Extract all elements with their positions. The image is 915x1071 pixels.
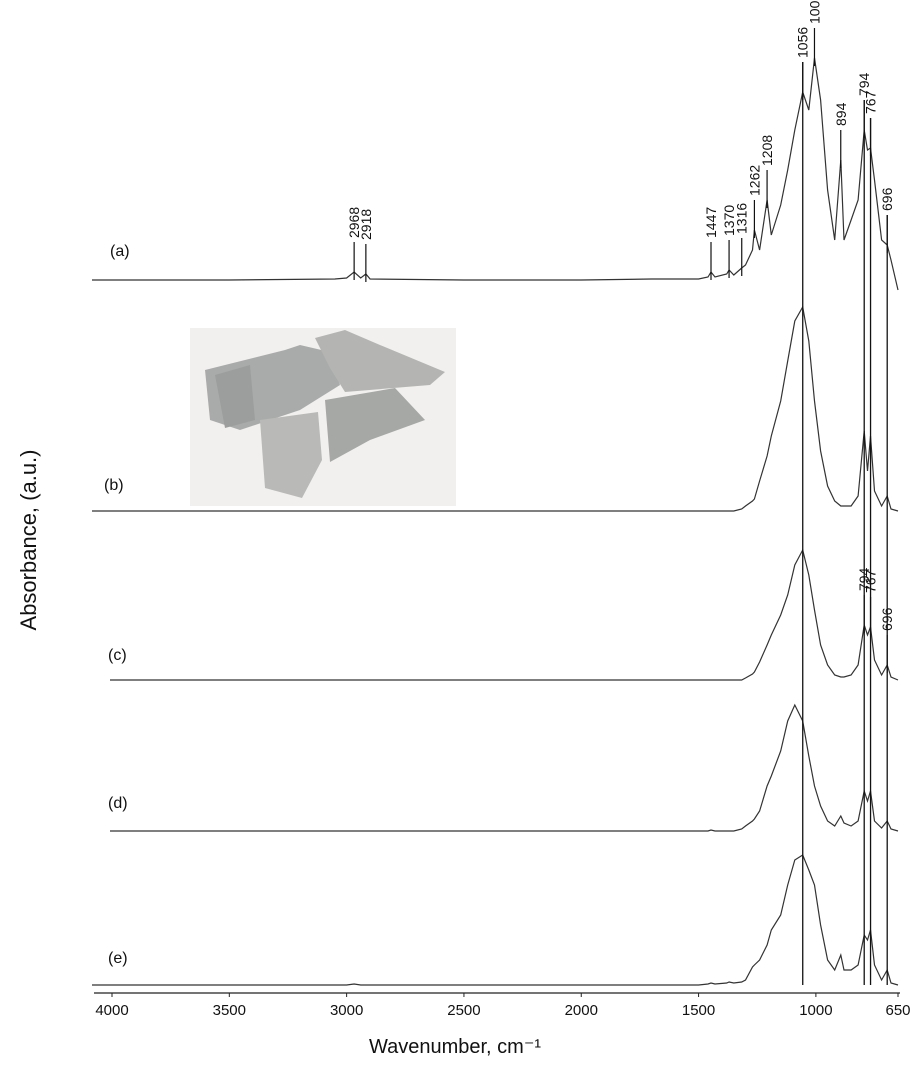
spectrum	[92, 305, 899, 512]
spectrum	[92, 57, 899, 291]
x-tick-label: 2000	[565, 1002, 598, 1019]
shard	[315, 330, 445, 392]
peak-label: 696	[879, 187, 895, 211]
peak-label: 1316	[734, 203, 750, 234]
x-tick-label: 1500	[682, 1002, 715, 1019]
shard	[260, 412, 322, 498]
peak-label: 794	[856, 72, 872, 96]
peak-label: 767	[863, 90, 879, 114]
shard-shadow	[215, 365, 255, 428]
spectrum	[110, 703, 899, 832]
y-axis-title: Absorbance, (a.u.)	[16, 450, 41, 631]
peak-label: 1262	[746, 165, 762, 196]
spectrum	[110, 548, 899, 681]
x-tick-label: 3500	[213, 1002, 246, 1019]
peak-label: 1208	[759, 135, 775, 166]
shard	[325, 388, 425, 462]
x-tick-label: 2500	[447, 1002, 480, 1019]
spectrum	[92, 854, 899, 986]
series-label: (c)	[108, 647, 127, 664]
peak-label: 1447	[703, 207, 719, 238]
series-label: (e)	[108, 950, 128, 967]
series-label: (b)	[104, 477, 124, 494]
series-label: (a)	[110, 243, 130, 260]
peak-label: 2918	[358, 209, 374, 240]
peak-label: 1006	[806, 0, 822, 24]
peak-label: 2968	[346, 207, 362, 238]
series-label: (d)	[108, 795, 128, 812]
photo-inset	[190, 328, 456, 506]
x-tick-label: 1000	[799, 1002, 832, 1019]
x-tick-label: 650	[885, 1002, 910, 1019]
x-tick-label: 3000	[330, 1002, 363, 1019]
x-axis-title: Wavenumber, cm⁻¹	[369, 1036, 541, 1058]
peak-label: 894	[833, 102, 849, 126]
peak-label: 1370	[721, 205, 737, 236]
peak-label: 1056	[795, 27, 811, 58]
x-tick-label: 4000	[95, 1002, 128, 1019]
